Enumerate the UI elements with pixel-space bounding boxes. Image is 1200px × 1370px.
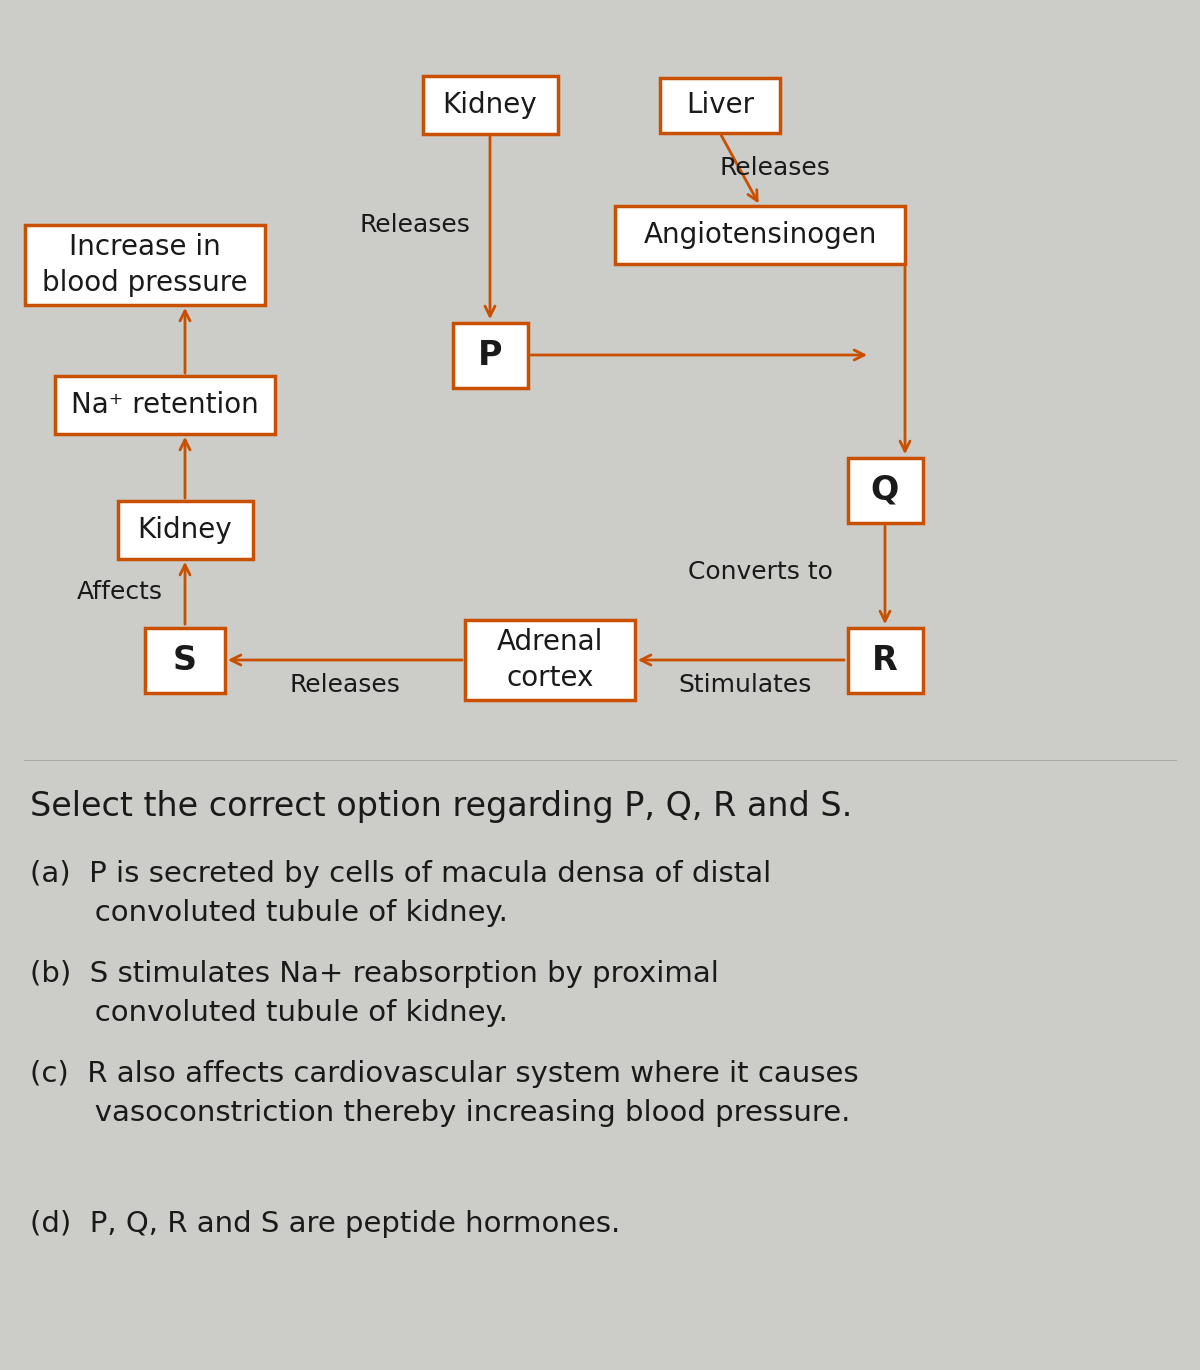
Text: S: S: [173, 644, 197, 677]
Text: Stimulates: Stimulates: [678, 673, 811, 697]
Text: Liver: Liver: [686, 90, 754, 119]
Text: (b)  S stimulates Na+ reabsorption by proximal
       convoluted tubule of kidne: (b) S stimulates Na+ reabsorption by pro…: [30, 960, 719, 1028]
FancyBboxPatch shape: [145, 627, 226, 692]
Text: Kidney: Kidney: [138, 516, 233, 544]
FancyBboxPatch shape: [422, 75, 558, 134]
Text: Adrenal
cortex: Adrenal cortex: [497, 627, 604, 692]
Text: (d)  P, Q, R and S are peptide hormones.: (d) P, Q, R and S are peptide hormones.: [30, 1210, 620, 1238]
Text: Kidney: Kidney: [443, 90, 538, 119]
Text: (c)  R also affects cardiovascular system where it causes
       vasoconstrictio: (c) R also affects cardiovascular system…: [30, 1060, 859, 1128]
FancyBboxPatch shape: [847, 458, 923, 522]
Text: Q: Q: [871, 474, 899, 507]
Text: Releases: Releases: [720, 156, 830, 179]
Text: (a)  P is secreted by cells of macula densa of distal
       convoluted tubule o: (a) P is secreted by cells of macula den…: [30, 860, 772, 927]
FancyBboxPatch shape: [25, 225, 265, 306]
FancyBboxPatch shape: [616, 206, 905, 264]
Text: Na⁺ retention: Na⁺ retention: [71, 390, 259, 419]
Text: Releases: Releases: [360, 212, 470, 237]
FancyBboxPatch shape: [660, 78, 780, 133]
Text: P: P: [478, 338, 503, 371]
Text: Angiotensinogen: Angiotensinogen: [643, 221, 877, 249]
FancyBboxPatch shape: [452, 322, 528, 388]
Text: Releases: Releases: [289, 673, 401, 697]
Text: Converts to: Converts to: [688, 560, 833, 584]
Text: Affects: Affects: [77, 580, 163, 604]
Text: Select the correct option regarding P, Q, R and S.: Select the correct option regarding P, Q…: [30, 790, 852, 823]
FancyBboxPatch shape: [847, 627, 923, 692]
FancyBboxPatch shape: [118, 501, 252, 559]
FancyBboxPatch shape: [55, 375, 275, 434]
Text: R: R: [872, 644, 898, 677]
Text: Increase in
blood pressure: Increase in blood pressure: [42, 233, 248, 297]
FancyBboxPatch shape: [466, 621, 635, 700]
